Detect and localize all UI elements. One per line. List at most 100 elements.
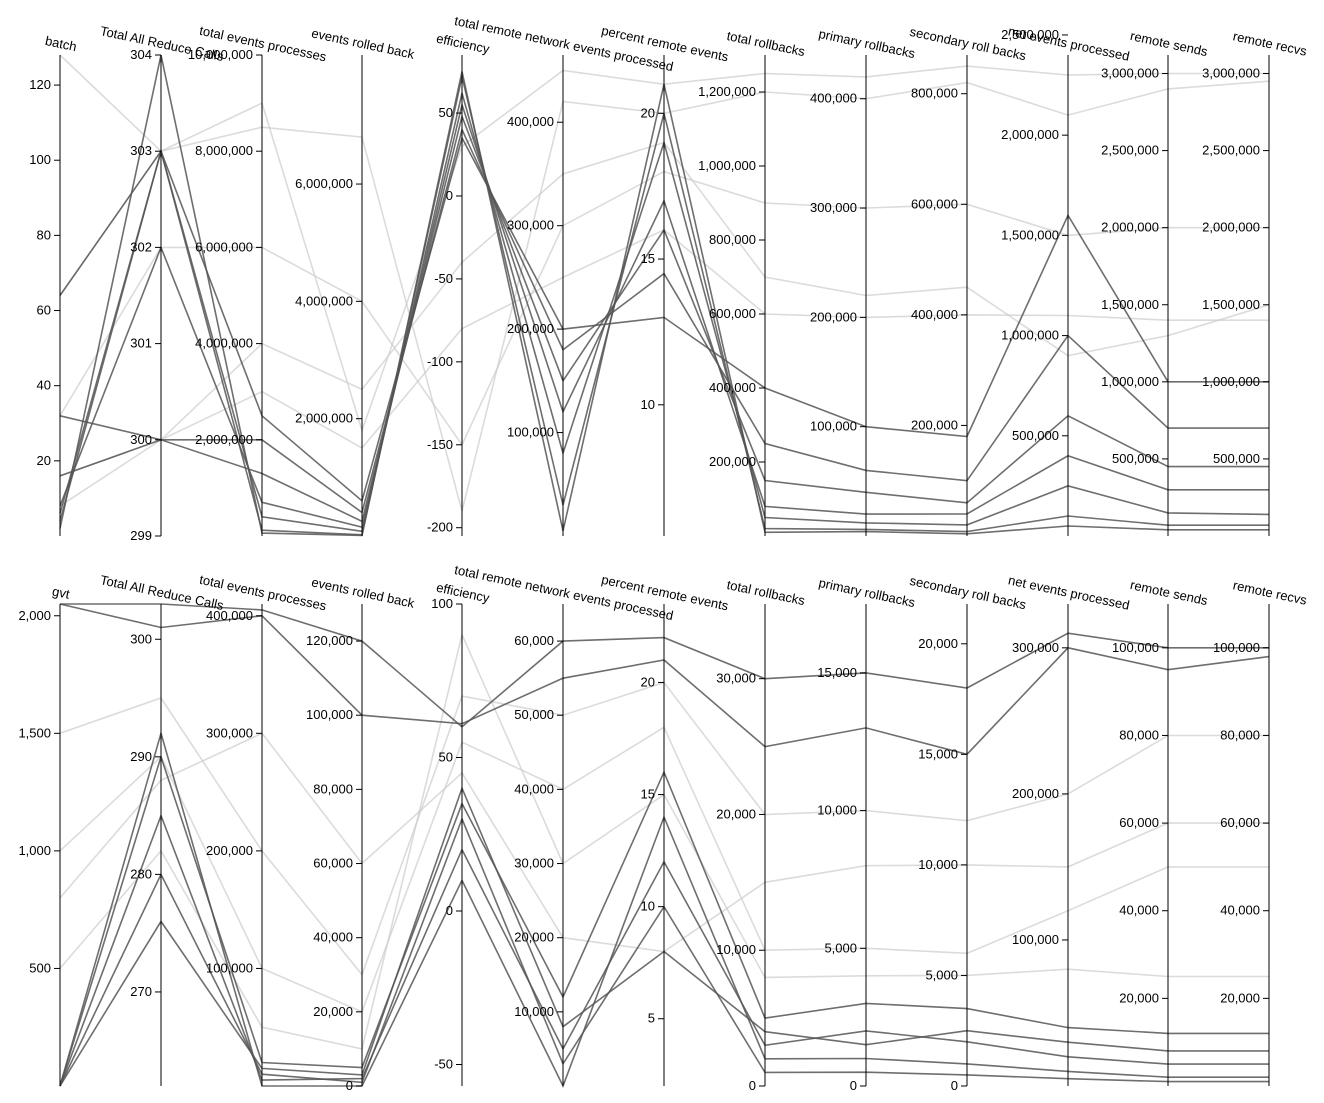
tick-label: 100 xyxy=(29,152,51,167)
tick-label: 80 xyxy=(37,227,51,242)
tick-label: 1,200,000 xyxy=(698,84,756,99)
tick-label: 0 xyxy=(749,1078,756,1093)
tick-label: 299 xyxy=(130,528,152,543)
tick-label: 40,000 xyxy=(1119,903,1159,918)
tick-label: 1,500,000 xyxy=(1202,297,1260,312)
tick-label: 100,000 xyxy=(306,707,353,722)
tick-label: 15,000 xyxy=(817,665,857,680)
tick-label: 100,000 xyxy=(1012,932,1059,947)
tick-label: 100,000 xyxy=(1213,640,1260,655)
tick-label: 50,000 xyxy=(514,707,554,722)
tick-label: 5,000 xyxy=(824,940,857,955)
tick-label: -150 xyxy=(427,437,453,452)
tick-label: 1,500 xyxy=(18,725,51,740)
tick-label: 15 xyxy=(641,787,655,802)
axis-title: batch xyxy=(44,33,78,54)
tick-label: 800,000 xyxy=(709,232,756,247)
tick-label: 200,000 xyxy=(709,454,756,469)
tick-label: 10,000 xyxy=(918,857,958,872)
tick-label: 60 xyxy=(37,303,51,318)
tick-label: 400,000 xyxy=(810,91,857,106)
top-panel: 20406080100120batch299300301302303304Tot… xyxy=(29,13,1308,543)
tick-label: 10,000 xyxy=(817,803,857,818)
tick-label: 10,000 xyxy=(514,1004,554,1019)
tick-label: 20,000 xyxy=(918,636,958,651)
tick-label: 400,000 xyxy=(206,608,253,623)
tick-label: -50 xyxy=(434,271,453,286)
tick-label: 80,000 xyxy=(1119,727,1159,742)
tick-label: 2,000,000 xyxy=(295,411,353,426)
tick-label: 0 xyxy=(446,188,453,203)
tick-label: 20,000 xyxy=(514,930,554,945)
axis-8: 0 5,000 10,000 15,000 primary rollbacks xyxy=(817,575,917,1093)
tick-label: 500,000 xyxy=(1112,451,1159,466)
tick-label: 300 xyxy=(130,631,152,646)
tick-label: 15 xyxy=(641,251,655,266)
tick-label: 1,000,000 xyxy=(1202,374,1260,389)
tick-label: 800,000 xyxy=(911,86,958,101)
tick-label: 120 xyxy=(29,77,51,92)
tick-label: 80,000 xyxy=(313,781,353,796)
tick-label: 40 xyxy=(37,378,51,393)
tick-label: 600,000 xyxy=(911,196,958,211)
tick-label: 2,000,000 xyxy=(195,432,253,447)
tick-label: 120,000 xyxy=(306,633,353,648)
tick-label: 1,500,000 xyxy=(1001,227,1059,242)
tick-label: 60,000 xyxy=(313,856,353,871)
tick-label: 200,000 xyxy=(911,417,958,432)
tick-label: 6,000,000 xyxy=(195,239,253,254)
tick-label: 500,000 xyxy=(1012,428,1059,443)
tick-label: 300,000 xyxy=(507,218,554,233)
tick-label: 40,000 xyxy=(1220,903,1260,918)
tick-label: 3,000,000 xyxy=(1202,66,1260,81)
tick-label: 4,000,000 xyxy=(295,293,353,308)
tick-label: -200 xyxy=(427,520,453,535)
tick-label: -50 xyxy=(434,1057,453,1072)
tick-label: 400,000 xyxy=(507,114,554,129)
tick-label: 2,000,000 xyxy=(1101,220,1159,235)
tick-label: 500,000 xyxy=(1213,451,1260,466)
tick-label: 10 xyxy=(641,397,655,412)
tick-label: 0 xyxy=(850,1078,857,1093)
tick-label: 2,000 xyxy=(18,608,51,623)
tick-label: 10,000,000 xyxy=(188,47,253,62)
axis-title: primary rollbacks xyxy=(817,26,917,61)
tick-label: 20,000 xyxy=(1220,990,1260,1005)
axis-title: total rollbacks xyxy=(726,28,807,59)
tick-label: 5,000 xyxy=(925,967,958,982)
tick-label: 0 xyxy=(346,1078,353,1093)
tick-label: 60,000 xyxy=(1119,815,1159,830)
tick-label: 8,000,000 xyxy=(195,143,253,158)
tick-label: 100,000 xyxy=(507,425,554,440)
tick-label: 200,000 xyxy=(1012,786,1059,801)
tick-label: 100,000 xyxy=(1112,640,1159,655)
tick-label: 50 xyxy=(439,750,453,765)
tick-label: 290 xyxy=(130,749,152,764)
tick-label: 80,000 xyxy=(1220,727,1260,742)
axis-title: remote recvs xyxy=(1232,577,1309,607)
axis-12: 500,000 1,000,000 1,500,000 2,000,000 2,500,… xyxy=(1202,28,1309,536)
tick-label: 15,000 xyxy=(918,746,958,761)
tick-label: 2,000,000 xyxy=(1202,220,1260,235)
axis-title: gvt xyxy=(51,583,71,601)
tick-label: 302 xyxy=(130,239,152,254)
tick-label: 40,000 xyxy=(514,781,554,796)
tick-label: 500 xyxy=(29,960,51,975)
tick-label: 1,000,000 xyxy=(698,158,756,173)
axis-title: remote sends xyxy=(1129,577,1210,608)
axis-title: total rollbacks xyxy=(726,577,807,608)
tick-label: 1,000,000 xyxy=(1101,374,1159,389)
tick-label: 303 xyxy=(130,143,152,158)
tick-label: 20,000 xyxy=(313,1004,353,1019)
tick-label: 2,000,000 xyxy=(1001,127,1059,142)
tick-label: 2,500,000 xyxy=(1001,27,1059,42)
axis-title: net events processed xyxy=(1007,572,1131,612)
axis-title: primary rollbacks xyxy=(817,575,917,610)
